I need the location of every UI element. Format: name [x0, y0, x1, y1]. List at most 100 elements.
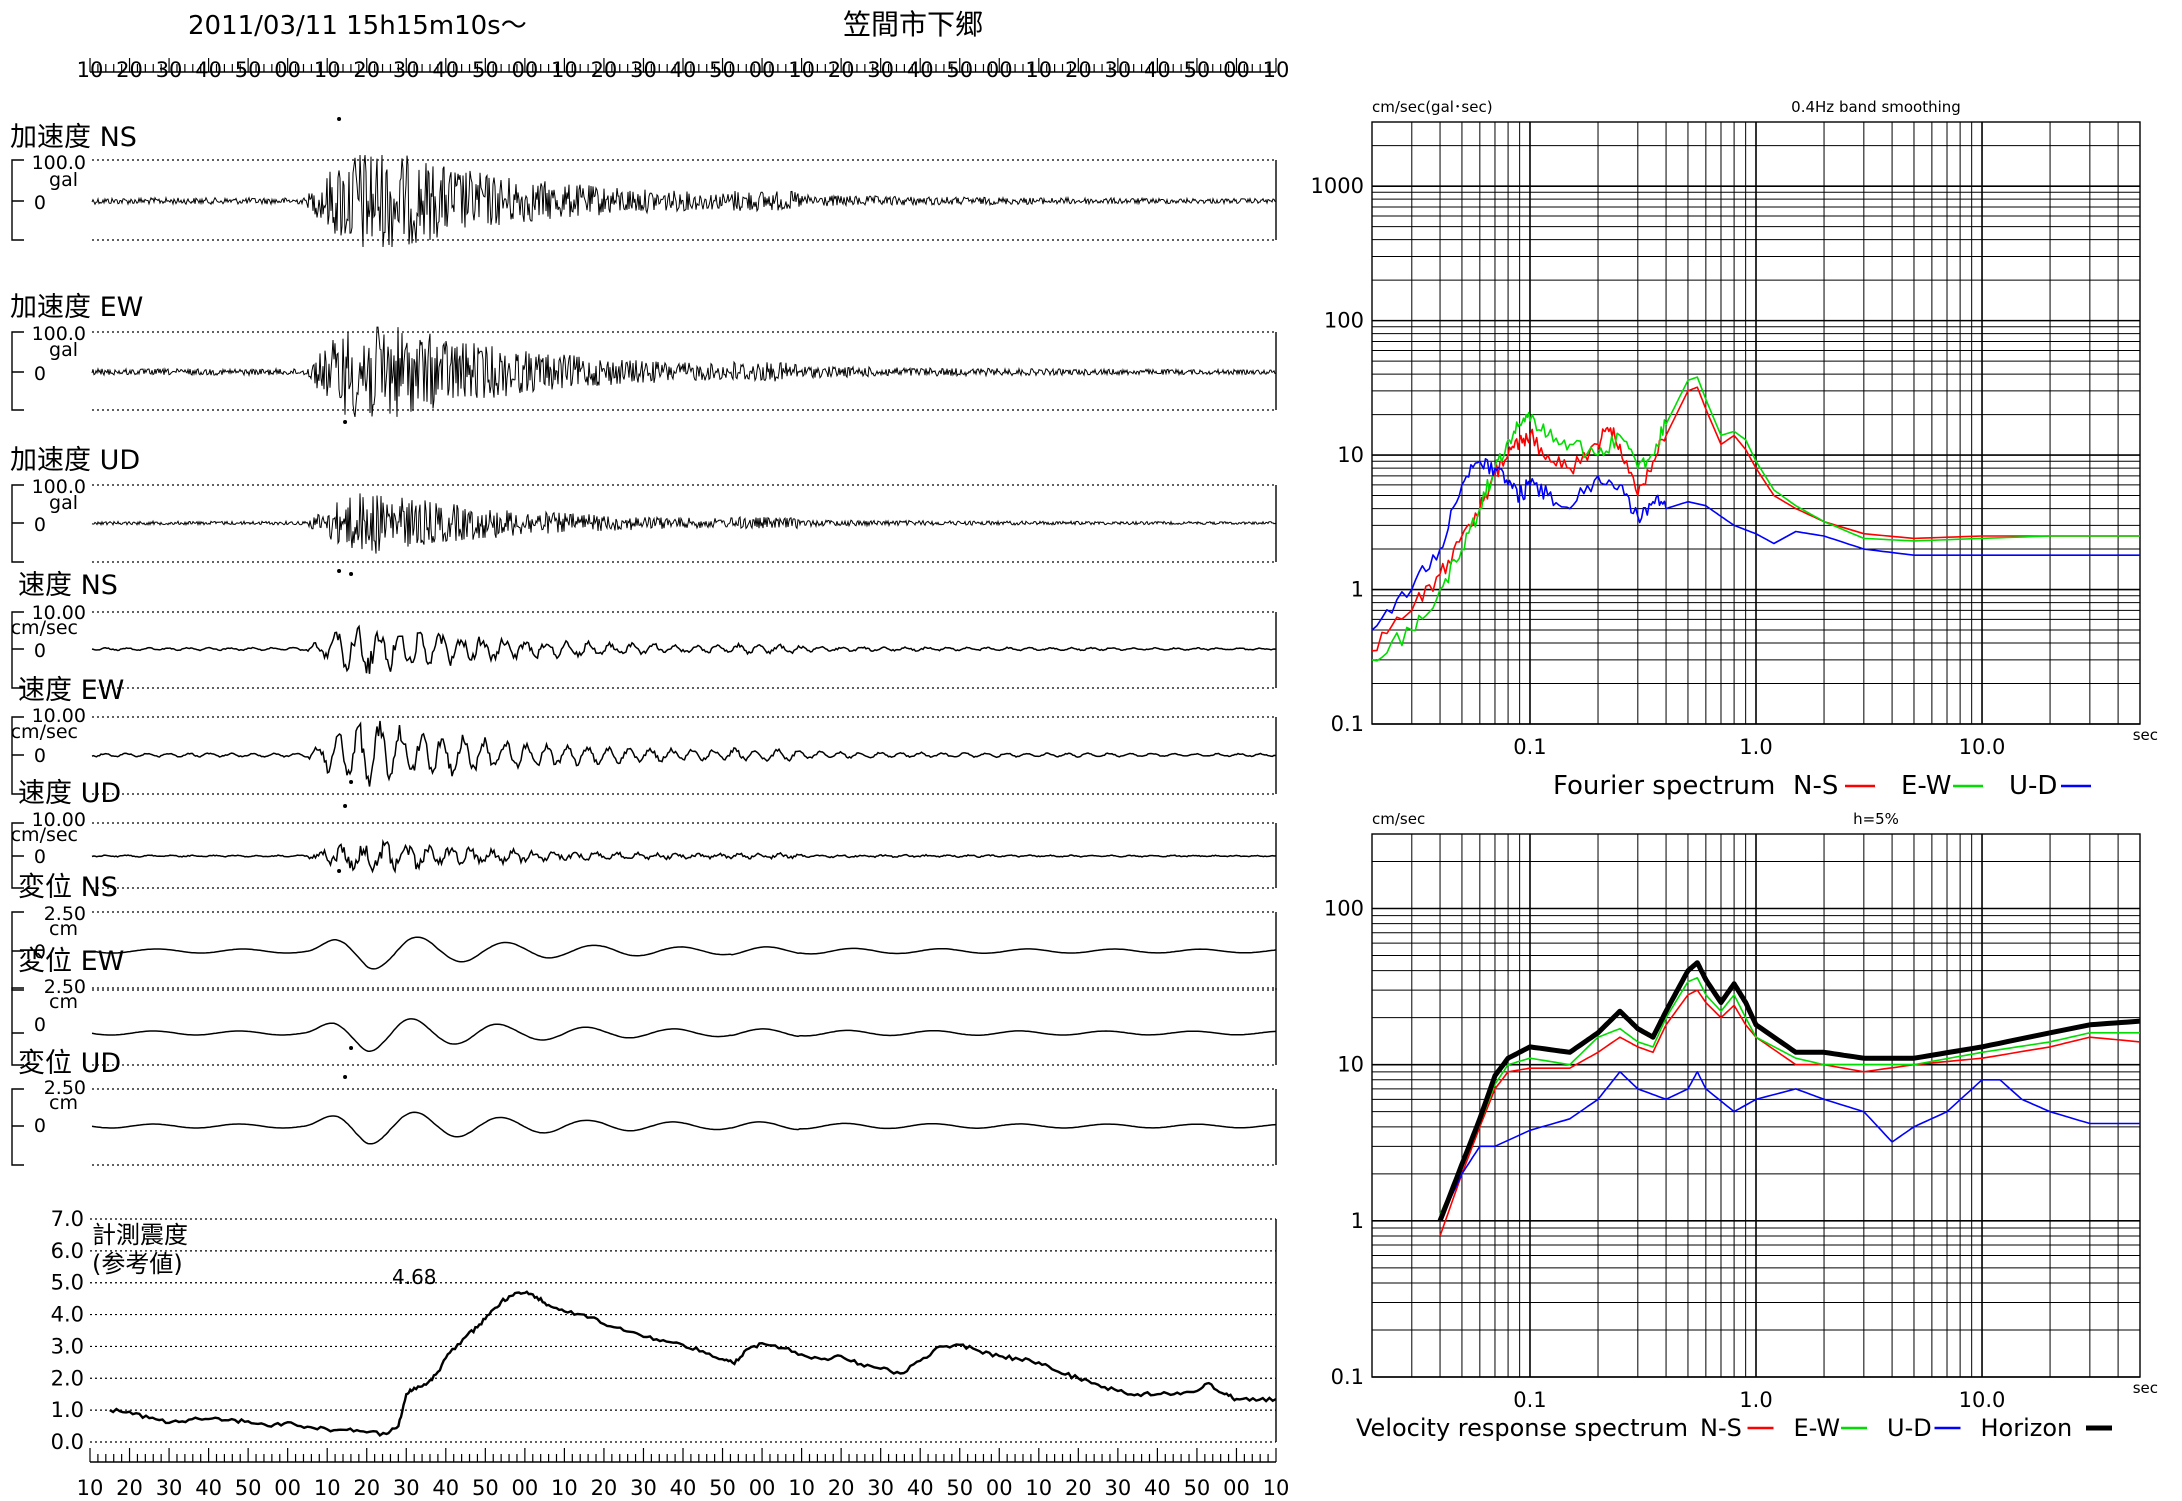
- panel-unit: cm/sec: [11, 617, 78, 639]
- xtick-label: 1.0: [1739, 735, 1772, 759]
- time-top-tick-label: 30: [630, 58, 657, 82]
- series-line-horizon: [1437, 960, 2141, 1222]
- intensity-ytick-label: 7.0: [51, 1207, 84, 1231]
- peak-marker: [349, 1046, 354, 1050]
- panel-label: 変位 UD: [18, 1048, 121, 1079]
- peak-marker: [343, 804, 348, 808]
- intensity-ytick-label: 3.0: [51, 1334, 84, 1358]
- panel-bracket: [11, 987, 24, 1066]
- time-axis-top: 10 20 30 40 50 00 10 20 30 40 50 00 10 20 30 40 50 00 10 20…: [77, 58, 1289, 82]
- intensity-subtitle: (参考値): [92, 1250, 183, 1278]
- series-line-e-w: [1439, 977, 2140, 1215]
- time-top-tick-label: 50: [472, 58, 499, 82]
- y-axis-unit-label: cm/sec(gal･sec): [1372, 98, 1493, 116]
- panel-unit: cm/sec: [11, 721, 78, 743]
- panel-scale: 2.50: [44, 976, 86, 998]
- intensity-ytick-label: 6.0: [51, 1239, 84, 1263]
- time-bottom-tick-label: 20: [353, 1476, 380, 1500]
- ytick-label: 100: [1324, 309, 1364, 333]
- time-top-tick-label: 20: [591, 58, 618, 82]
- panel-zero: 0: [34, 745, 46, 767]
- waveform-trace: [91, 838, 1276, 874]
- panel-label: 変位 EW: [18, 946, 124, 977]
- header-station: 笠間市下郷: [843, 8, 983, 41]
- time-bottom-tick-label: 50: [235, 1476, 262, 1500]
- time-bottom-tick-label: 00: [749, 1476, 776, 1500]
- time-top-tick-label: 40: [1144, 58, 1171, 82]
- legend-label: N-S: [1793, 771, 1838, 801]
- panel-bracket: [11, 822, 24, 889]
- time-bottom-tick-label: 30: [393, 1476, 420, 1500]
- panel-label: 加速度 EW: [10, 292, 143, 323]
- time-top-tick-label: 00: [511, 58, 538, 82]
- time-top-tick-label: 00: [749, 58, 776, 82]
- time-top-tick-label: 50: [1184, 58, 1211, 82]
- peak-marker: [343, 420, 348, 424]
- time-top-tick-label: 50: [235, 58, 262, 82]
- panel-scale: 100.0: [32, 152, 86, 174]
- legend-label: E-W: [1794, 1414, 1841, 1442]
- panel-unit: cm: [49, 991, 78, 1013]
- time-bottom-tick-label: 00: [1223, 1476, 1250, 1500]
- time-bottom-tick-label: 20: [591, 1476, 618, 1500]
- x-axis-unit-label: sec: [2133, 726, 2158, 744]
- time-top-tick-label: 20: [828, 58, 855, 82]
- waveform-trace: [91, 154, 1277, 248]
- time-bottom-tick-label: 50: [1184, 1476, 1211, 1500]
- time-bottom-tick-label: 30: [630, 1476, 657, 1500]
- series-line-u-d: [1371, 458, 2140, 631]
- ytick-label: 100: [1324, 897, 1364, 921]
- ytick-label: 1000: [1311, 174, 1364, 198]
- time-top-tick-label: 00: [1223, 58, 1250, 82]
- panel-zero: 0: [34, 1014, 46, 1036]
- ytick-label: 10: [1337, 443, 1364, 467]
- time-top-tick-label: 10: [788, 58, 815, 82]
- panel-unit: gal: [49, 339, 78, 361]
- panel-scale: 100.0: [32, 323, 86, 345]
- y-axis-unit-label: cm/sec: [1372, 810, 1425, 828]
- xtick-label: 10.0: [1959, 1388, 2006, 1412]
- xtick-label: 10.0: [1959, 735, 2006, 759]
- intensity-ytick-label: 2.0: [51, 1366, 84, 1390]
- panel-unit: cm: [49, 918, 78, 940]
- waveform-trace: [91, 493, 1277, 554]
- panel-zero: 0: [34, 363, 46, 385]
- time-bottom-tick-label: 50: [472, 1476, 499, 1500]
- time-bottom-tick-label: 10: [551, 1476, 578, 1500]
- panel-bracket: [11, 716, 24, 795]
- time-bottom-tick-label: 20: [116, 1476, 143, 1500]
- intensity-peak-label: 4.68: [392, 1265, 437, 1289]
- time-top-tick-label: 50: [709, 58, 736, 82]
- ytick-label: 1: [1351, 578, 1364, 602]
- peak-marker: [349, 780, 354, 784]
- time-bottom-tick-label: 20: [828, 1476, 855, 1500]
- peak-marker: [337, 569, 342, 573]
- legend-label: U-D: [1887, 1414, 1932, 1442]
- panel-scale: 2.50: [44, 903, 86, 925]
- time-top-tick-label: 30: [1104, 58, 1131, 82]
- intensity-ytick-label: 5.0: [51, 1271, 84, 1295]
- time-bottom-tick-label: 40: [907, 1476, 934, 1500]
- panel-scale: 10.00: [32, 602, 86, 624]
- time-bottom-tick-label: 10: [77, 1476, 104, 1500]
- panel-zero: 0: [34, 514, 46, 536]
- legend-label: Horizon: [1981, 1414, 2073, 1442]
- xtick-label: 1.0: [1739, 1388, 1772, 1412]
- time-bottom-tick-label: 00: [511, 1476, 538, 1500]
- time-bottom-tick-label: 50: [709, 1476, 736, 1500]
- time-top-tick-label: 20: [1065, 58, 1092, 82]
- chart-title: 0.4Hz band smoothing: [1791, 98, 1961, 116]
- time-bottom-tick-label: 30: [156, 1476, 183, 1500]
- panel-bracket: [11, 159, 24, 241]
- chart-title: h=5%: [1853, 810, 1899, 828]
- time-top-tick-label: 00: [986, 58, 1013, 82]
- time-top-tick-label: 50: [946, 58, 973, 82]
- time-top-tick-label: 40: [432, 58, 459, 82]
